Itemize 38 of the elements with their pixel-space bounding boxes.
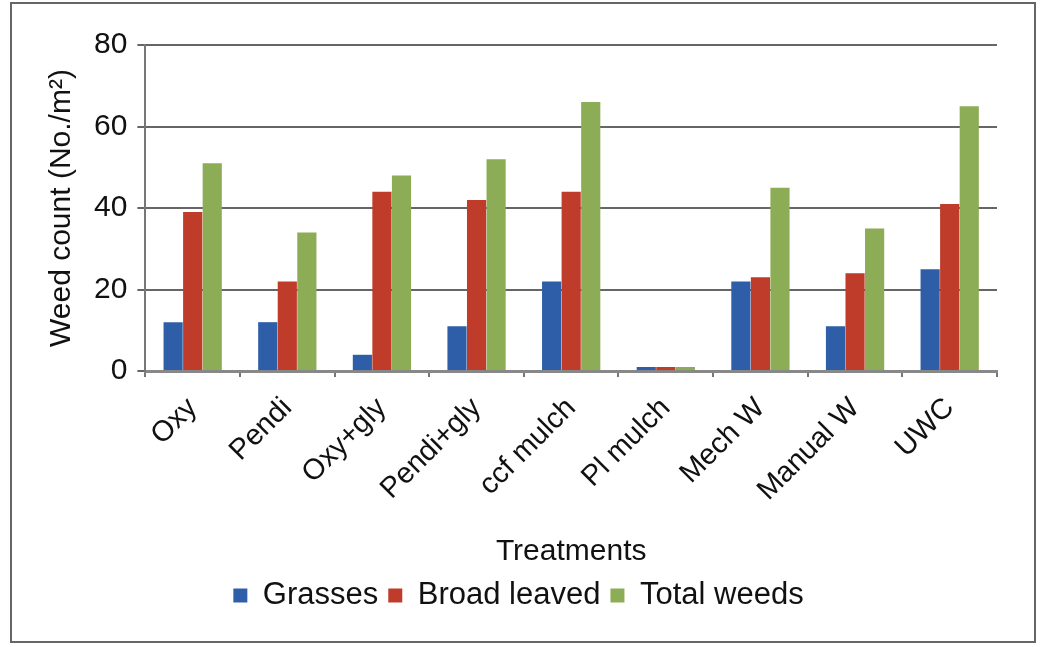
bar [466, 199, 487, 371]
bar [636, 367, 656, 371]
bar [391, 175, 412, 371]
bar [959, 106, 979, 371]
bar [542, 281, 562, 371]
bar [656, 367, 676, 371]
bar [163, 322, 183, 371]
x-axis-title: Treatments [495, 533, 647, 567]
y-tick-label: 20 [93, 270, 128, 304]
x-tick-label: Oxy [143, 390, 203, 450]
bar [825, 326, 846, 371]
bar [352, 354, 372, 371]
bar [920, 269, 940, 371]
bar [845, 273, 865, 371]
bar [675, 367, 695, 371]
bar [940, 203, 960, 371]
legend-label: Grasses [262, 576, 379, 612]
bar [183, 212, 203, 371]
bar [202, 163, 222, 371]
bar [447, 326, 467, 371]
bar [731, 281, 751, 371]
bar [258, 322, 278, 371]
bar [372, 191, 392, 371]
y-tick-label: 80 [93, 26, 128, 60]
bar [561, 191, 581, 371]
legend-label: Total weeds [639, 576, 804, 612]
bar [581, 102, 601, 371]
bar [486, 159, 506, 371]
y-tick-label: 40 [93, 189, 128, 223]
bar [865, 228, 885, 371]
bar [770, 187, 790, 371]
bar [297, 232, 317, 371]
y-tick-label: 60 [93, 107, 128, 141]
y-axis-title: Weed count (No./m²) [43, 69, 77, 347]
bar [750, 277, 771, 371]
y-tick-label: 0 [110, 352, 128, 386]
legend-label: Broad leaved [417, 576, 601, 612]
bar [277, 281, 297, 371]
